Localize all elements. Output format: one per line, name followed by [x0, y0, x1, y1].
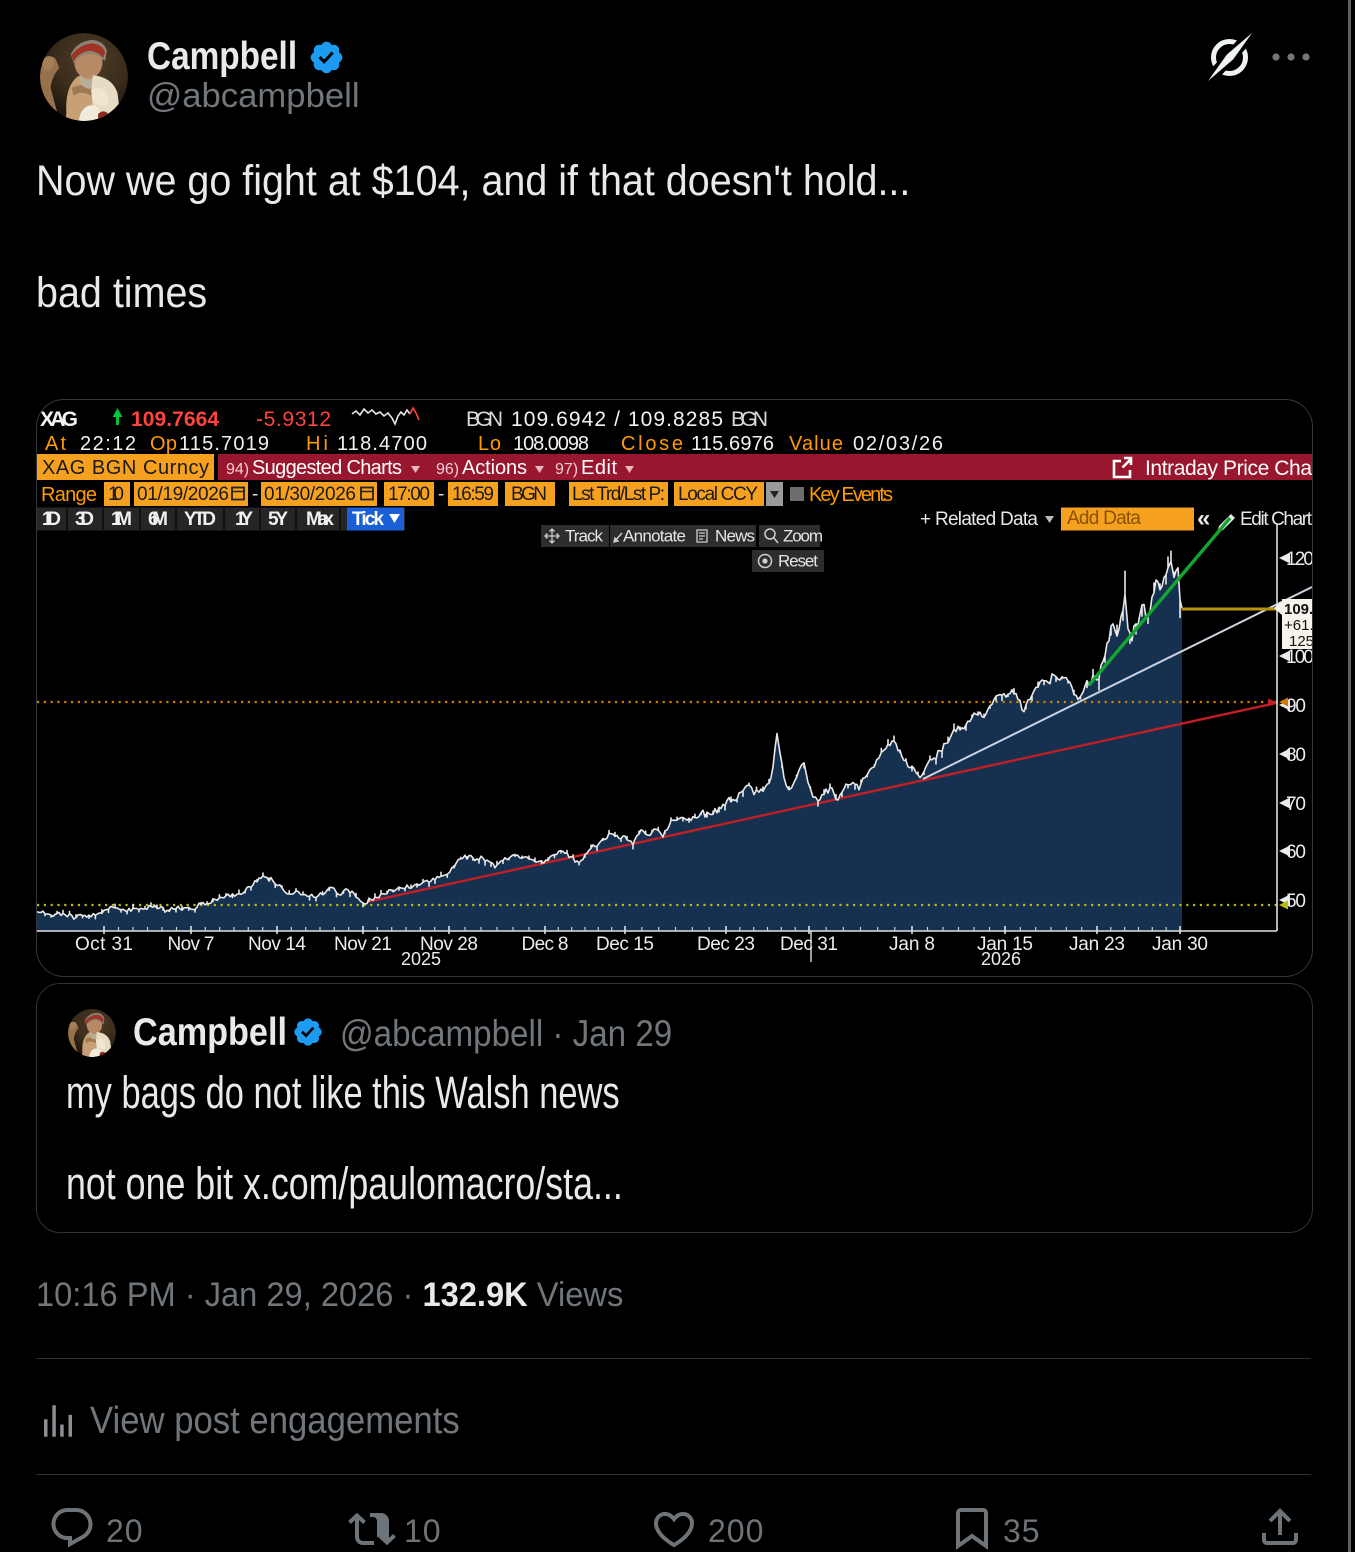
svg-text:109.7664: 109.7664: [131, 408, 219, 431]
svg-text:22:12: 22:12: [80, 433, 136, 455]
svg-text:BGN: BGN: [511, 484, 547, 505]
svg-text:90: 90: [1286, 696, 1306, 717]
svg-text:80: 80: [1286, 745, 1306, 766]
svg-text:Oct 31: Oct 31: [75, 934, 133, 955]
svg-text:Op: Op: [150, 433, 177, 455]
svg-text:Hi: Hi: [306, 433, 328, 455]
svg-text:Nov 7: Nov 7: [168, 934, 215, 955]
svg-text:Key Events: Key Events: [809, 484, 893, 506]
svg-text:+ Related Data: + Related Data: [920, 509, 1038, 530]
svg-text:At: At: [45, 433, 66, 455]
svg-text:16:59: 16:59: [452, 484, 494, 505]
svg-text:Range: Range: [41, 484, 97, 506]
svg-text:3D: 3D: [75, 509, 94, 530]
svg-text:Max: Max: [306, 509, 334, 530]
svg-text:Dec 15: Dec 15: [596, 934, 654, 955]
svg-text:115.6976: 115.6976: [691, 433, 774, 455]
svg-text:Jan 23: Jan 23: [1069, 934, 1125, 955]
svg-text:50: 50: [1286, 891, 1306, 912]
svg-text:Edit: Edit: [581, 457, 617, 479]
svg-text:Lst Trd/Lst P:: Lst Trd/Lst P:: [572, 484, 665, 505]
svg-text:Nov 14: Nov 14: [248, 934, 306, 955]
svg-text:Jan 30: Jan 30: [1152, 934, 1208, 955]
svg-text:Actions: Actions: [462, 457, 527, 479]
svg-text:118.4700: 118.4700: [337, 433, 427, 455]
svg-text:96): 96): [436, 461, 459, 478]
svg-text:XAG: XAG: [40, 408, 78, 431]
svg-text:1M: 1M: [111, 509, 132, 530]
svg-text:-5.9312: -5.9312: [256, 408, 331, 431]
svg-text:2026: 2026: [981, 949, 1021, 969]
svg-text:Tick: Tick: [352, 509, 384, 530]
svg-text:News: News: [715, 527, 755, 546]
svg-text:108.0098: 108.0098: [513, 433, 589, 455]
svg-text:60: 60: [1286, 842, 1306, 863]
svg-text:94): 94): [226, 461, 249, 478]
svg-text:97): 97): [555, 461, 578, 478]
svg-text:Dec 23: Dec 23: [697, 934, 755, 955]
svg-text:Suggested Charts: Suggested Charts: [252, 457, 402, 479]
svg-text:Edit Chart: Edit Chart: [1240, 509, 1312, 530]
svg-text:6M: 6M: [148, 509, 168, 530]
svg-text:1Y: 1Y: [235, 509, 253, 530]
svg-text:Close: Close: [621, 433, 683, 455]
svg-text:Jan 15: Jan 15: [977, 934, 1033, 955]
svg-text:Track: Track: [565, 527, 604, 546]
svg-text:01/30/2026: 01/30/2026: [264, 484, 356, 505]
svg-text:100: 100: [1286, 647, 1312, 668]
svg-text:YTD: YTD: [184, 509, 216, 530]
svg-text:Add Data: Add Data: [1067, 508, 1141, 529]
svg-text:Local CCY: Local CCY: [678, 484, 758, 505]
svg-text:Annotate: Annotate: [623, 527, 686, 546]
svg-text:Intraday Price Cha: Intraday Price Cha: [1145, 457, 1312, 480]
svg-text:-: -: [438, 484, 444, 505]
svg-text:Nov 21: Nov 21: [334, 934, 392, 955]
svg-text:115.7019: 115.7019: [179, 433, 269, 455]
svg-text:10: 10: [108, 484, 124, 505]
svg-text:XAG BGN Curncy: XAG BGN Curncy: [42, 457, 209, 479]
svg-text:-: -: [252, 484, 258, 505]
svg-text:109.6942 / 109.8285: 109.6942 / 109.8285: [511, 408, 723, 431]
svg-text:Reset: Reset: [778, 552, 818, 571]
svg-text:«: «: [1197, 505, 1210, 532]
svg-text:Jan 8: Jan 8: [889, 934, 935, 955]
svg-text:Nov 28: Nov 28: [420, 934, 478, 955]
svg-text:120: 120: [1286, 549, 1312, 570]
svg-text:Value: Value: [789, 433, 843, 455]
svg-text:17:00: 17:00: [388, 484, 430, 505]
svg-text:Dec 8: Dec 8: [522, 934, 569, 955]
svg-text:109.: 109.: [1284, 601, 1312, 618]
svg-text:125: 125: [1289, 633, 1312, 650]
svg-text:+61.: +61.: [1284, 617, 1312, 634]
svg-text:02/03/26: 02/03/26: [853, 433, 943, 455]
svg-text:2025: 2025: [401, 949, 441, 969]
svg-text:70: 70: [1286, 794, 1306, 815]
svg-text:1D: 1D: [42, 509, 61, 530]
svg-text:Dec 31: Dec 31: [780, 934, 838, 955]
svg-text:01/19/2026: 01/19/2026: [137, 484, 229, 505]
svg-text:5Y: 5Y: [268, 509, 288, 530]
svg-text:Zoom: Zoom: [783, 527, 823, 546]
svg-text:BGN: BGN: [466, 408, 503, 431]
svg-text:Lo: Lo: [478, 433, 501, 455]
svg-text:BGN: BGN: [731, 408, 768, 431]
